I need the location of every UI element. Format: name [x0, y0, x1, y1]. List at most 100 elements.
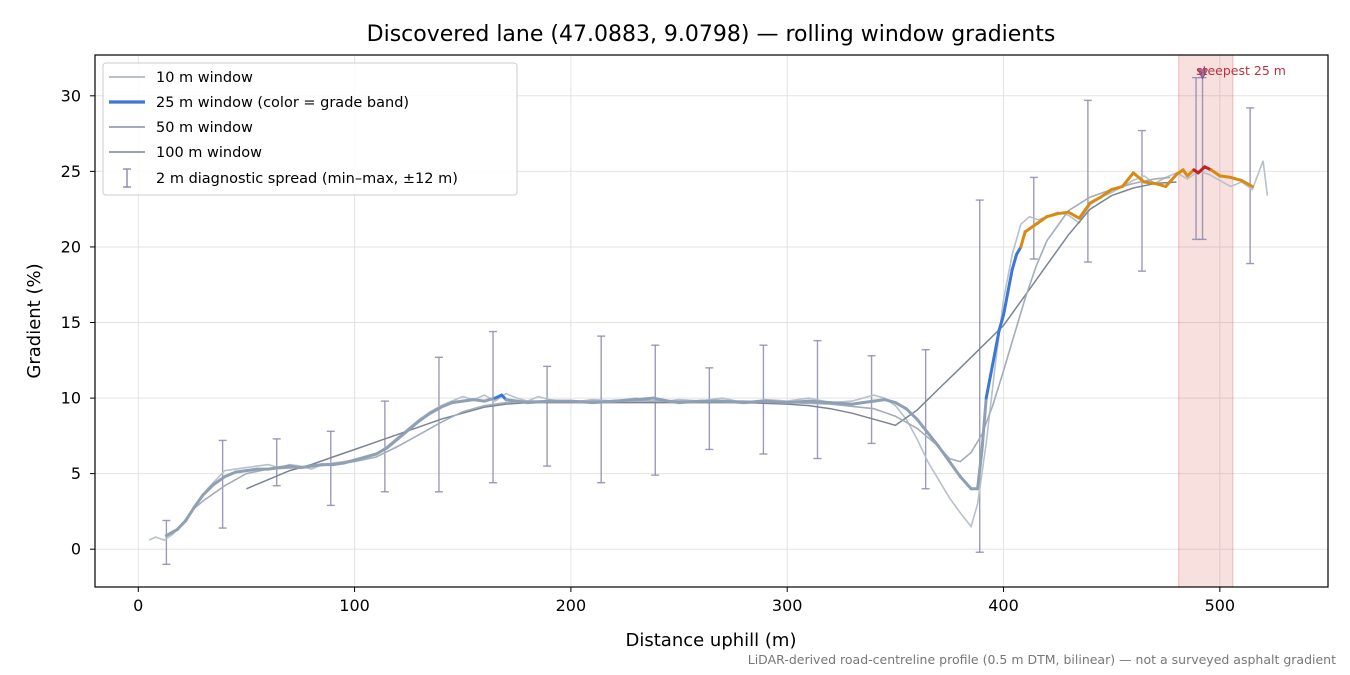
- series-25m-segment: [164, 528, 179, 538]
- x-tick-label: 0: [133, 596, 143, 615]
- error-bar: [543, 365, 552, 467]
- series-25m-segment: [569, 399, 595, 405]
- series-25m-segment: [482, 396, 497, 403]
- series-25m-segment: [989, 351, 997, 377]
- series-25m-segment: [1019, 230, 1027, 249]
- series-25m-segment: [1088, 195, 1103, 205]
- series-25m-segment: [396, 428, 411, 441]
- y-tick-label: 30: [61, 86, 81, 105]
- series-25m-segment: [651, 396, 670, 403]
- error-bar: [921, 349, 930, 490]
- error-bar: [867, 355, 876, 445]
- series-25m-segment: [472, 398, 486, 403]
- series-25m-segment: [299, 464, 313, 470]
- error-bar: [651, 344, 660, 476]
- steepest-window-band: [1178, 54, 1234, 588]
- series-25m-segment: [947, 460, 962, 479]
- series-25m-segment: [1218, 174, 1233, 179]
- series-100m-line: [246, 181, 1177, 490]
- steepest-marker-layer: [1196, 69, 1209, 80]
- error-bar: [434, 356, 443, 493]
- series-25m-segment: [417, 411, 432, 423]
- series-25m-segment: [634, 396, 655, 402]
- series-25m-segment: [385, 437, 400, 450]
- legend-swatch-errorbar: [123, 168, 131, 188]
- line-series: [148, 160, 1269, 541]
- legend-label-25m: 25 m window (color = grade band): [156, 95, 409, 111]
- series-25m-segment: [984, 373, 993, 400]
- series-25m-segment: [980, 396, 988, 453]
- series-25m-segment: [993, 328, 1001, 355]
- error-bar: [597, 335, 606, 484]
- error-bar: [218, 439, 227, 529]
- x-axis-label: Distance uphill (m): [626, 630, 797, 651]
- x-tick-label: 500: [1205, 596, 1236, 615]
- series-25m-segment: [612, 398, 638, 403]
- series-25m-segment: [212, 475, 227, 486]
- x-tick-label: 300: [772, 596, 803, 615]
- series-25m-segment: [461, 398, 476, 403]
- series-25m-segment: [201, 482, 216, 497]
- y-tick-label: 0: [71, 540, 81, 559]
- error-bar: [1083, 99, 1092, 263]
- y-axis-label: Gradient (%): [24, 263, 45, 378]
- series-25m-segment: [331, 461, 346, 467]
- series-10m-line: [148, 160, 1269, 541]
- series-25m-segment: [1010, 253, 1019, 272]
- series-25m-segment: [1164, 172, 1179, 188]
- y-tick-label: 20: [61, 237, 81, 256]
- error-bar: [975, 199, 984, 553]
- series-25m-segment: [976, 449, 984, 491]
- series-25m-segment: [1239, 178, 1254, 188]
- series-25m-segment: [904, 407, 919, 421]
- y-tick-label: 25: [61, 162, 81, 181]
- y-tick-label: 10: [61, 389, 81, 408]
- series-25m-segment: [1209, 168, 1222, 178]
- series-25m-segment: [439, 401, 454, 409]
- legend-label-10m: 10 m window: [156, 70, 253, 86]
- series-25m-segment: [883, 398, 897, 405]
- series-25m-segment: [175, 519, 188, 532]
- x-tick-label: 200: [556, 596, 587, 615]
- series-25m-segment: [1056, 210, 1070, 216]
- series-25m-segment: [1121, 171, 1135, 188]
- series-25m-segment: [937, 444, 951, 464]
- steepest-annotation: steepest 25 m: [1196, 63, 1286, 78]
- series-25m-segment: [958, 475, 973, 491]
- series-25m-segment: [915, 417, 930, 435]
- series-25m-segment: [1099, 188, 1114, 199]
- plot-frame: [94, 54, 1329, 588]
- series-25m-segment: [1077, 201, 1092, 220]
- series-25m-segment: [893, 401, 908, 411]
- series-25m-segment: [666, 399, 681, 405]
- series-25m-segment: [997, 313, 1006, 332]
- series-25m-segment: [872, 398, 887, 403]
- series-25m-segment: [850, 399, 876, 406]
- series-50m-line: [191, 176, 1171, 511]
- series-25m-segment: [428, 405, 443, 415]
- legend-box: [102, 62, 518, 196]
- series-25m-segment: [193, 493, 205, 509]
- series-25m-segment: [244, 467, 259, 473]
- series-25m-segment: [342, 458, 357, 465]
- series-25m-segment: [677, 399, 703, 405]
- series-25m-segment: [407, 419, 421, 432]
- series-25m-segment: [266, 466, 281, 471]
- series-25m-segment: [1002, 290, 1010, 317]
- series-25m-segment: [288, 464, 302, 470]
- x-axis: 0 100 200 300 400 500: [133, 587, 1235, 615]
- series-25m-segment: [363, 452, 378, 459]
- x-tick-label: 100: [339, 596, 370, 615]
- series-25m-segment: [926, 431, 941, 448]
- series-25m-segment: [828, 401, 854, 406]
- y-tick-label: 5: [71, 464, 81, 483]
- error-bar: [489, 330, 498, 484]
- series-25m-segment: [1229, 175, 1243, 182]
- diagnostic-spread-series: [162, 76, 1255, 566]
- series-25m-segment: [720, 399, 746, 405]
- series-25m-segment: [785, 399, 811, 405]
- series-25m-segment: [1142, 180, 1157, 185]
- series-25m-segment: [1153, 181, 1168, 188]
- series-25m-segment: [374, 446, 389, 456]
